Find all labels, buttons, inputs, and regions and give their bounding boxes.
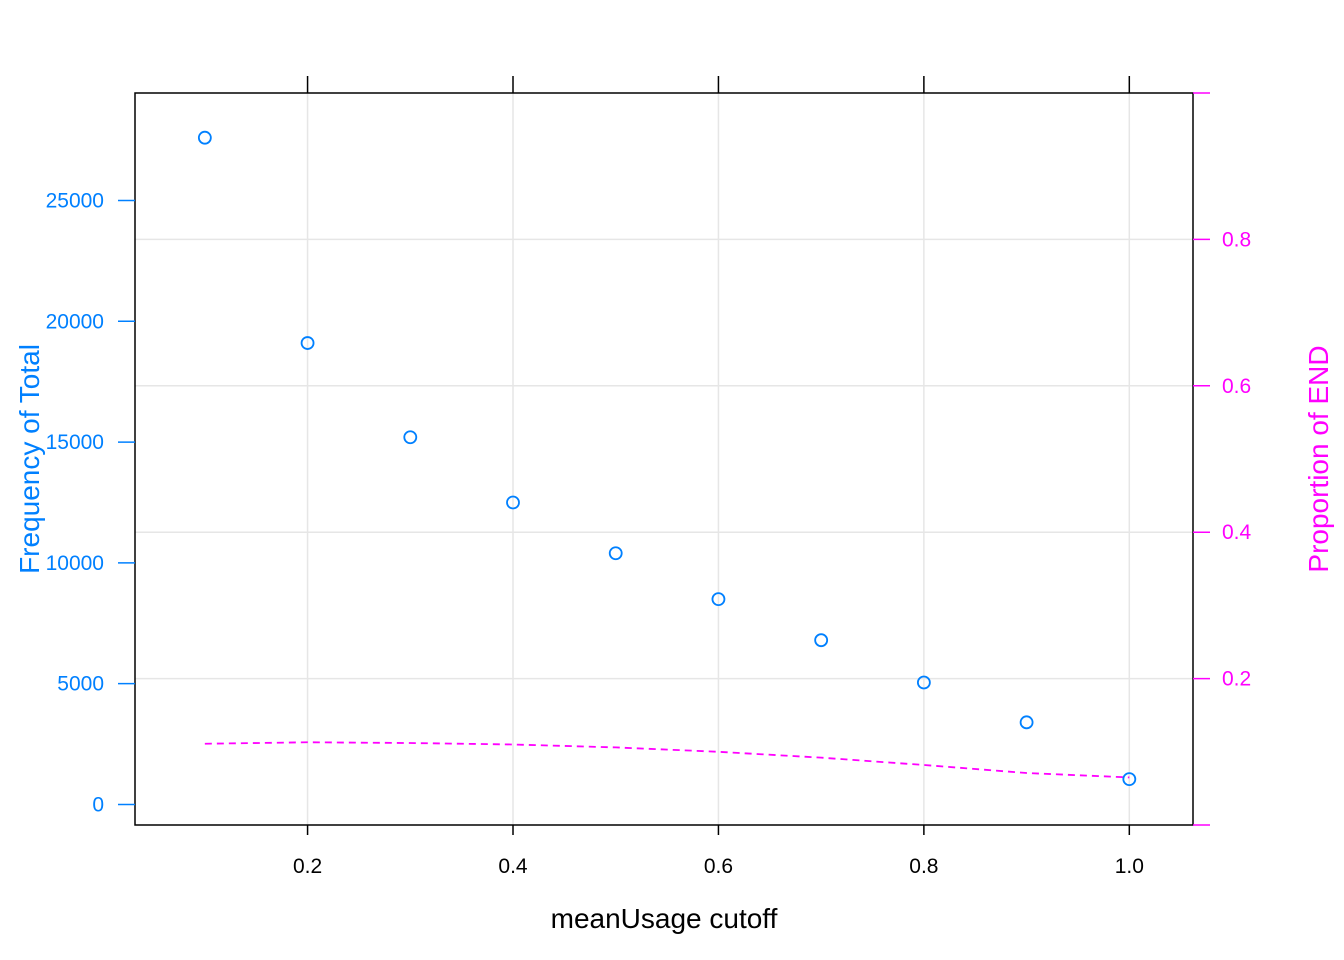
x-axis-title: meanUsage cutoff: [551, 903, 778, 934]
y-right-tick-label: 0.2: [1222, 668, 1251, 691]
data-point: [1122, 772, 1137, 786]
y-right-tick-label: 0.6: [1222, 375, 1251, 398]
grid: [135, 93, 1193, 825]
data-point: [300, 336, 315, 350]
data-point: [814, 633, 829, 648]
plot-frame: [134, 92, 1194, 826]
data-point: [608, 546, 623, 561]
y-left-tick-label: 5000: [57, 673, 104, 696]
y-axis-left: 0 5000 10000 15000 20000 25000: [46, 190, 135, 816]
proportion-series: [204, 741, 1130, 779]
data-point: [506, 495, 520, 510]
data-point: [197, 130, 212, 145]
y-left-tick-label: 15000: [46, 431, 104, 454]
y-right-tick-label: 0.8: [1222, 228, 1251, 251]
x-axis: 0.2 0.4 0.6 0.8 1.0: [293, 76, 1144, 878]
y-axis-right-title: Proportion of END: [1303, 345, 1334, 572]
y-axis-right: 0.2 0.4 0.6 0.8: [1193, 92, 1252, 826]
y-left-tick-label: 0: [92, 793, 104, 816]
y-axis-left-title: Frequency of Total: [14, 344, 45, 574]
proportion-line: [204, 741, 1130, 779]
y-left-tick-label: 10000: [46, 552, 104, 575]
data-point: [916, 675, 931, 690]
x-tick-label: 1.0: [1115, 855, 1144, 878]
frequency-series: [197, 130, 1137, 786]
data-point: [1019, 715, 1034, 730]
x-tick-label: 0.6: [704, 855, 733, 878]
y-left-tick-label: 20000: [46, 310, 104, 333]
x-tick-label: 0.4: [498, 855, 528, 878]
data-point: [403, 430, 418, 445]
y-right-tick-label: 0.4: [1222, 521, 1252, 544]
x-tick-label: 0.8: [909, 855, 938, 878]
x-tick-label: 0.2: [293, 855, 322, 878]
y-left-tick-label: 25000: [46, 190, 104, 213]
data-point: [711, 592, 726, 607]
